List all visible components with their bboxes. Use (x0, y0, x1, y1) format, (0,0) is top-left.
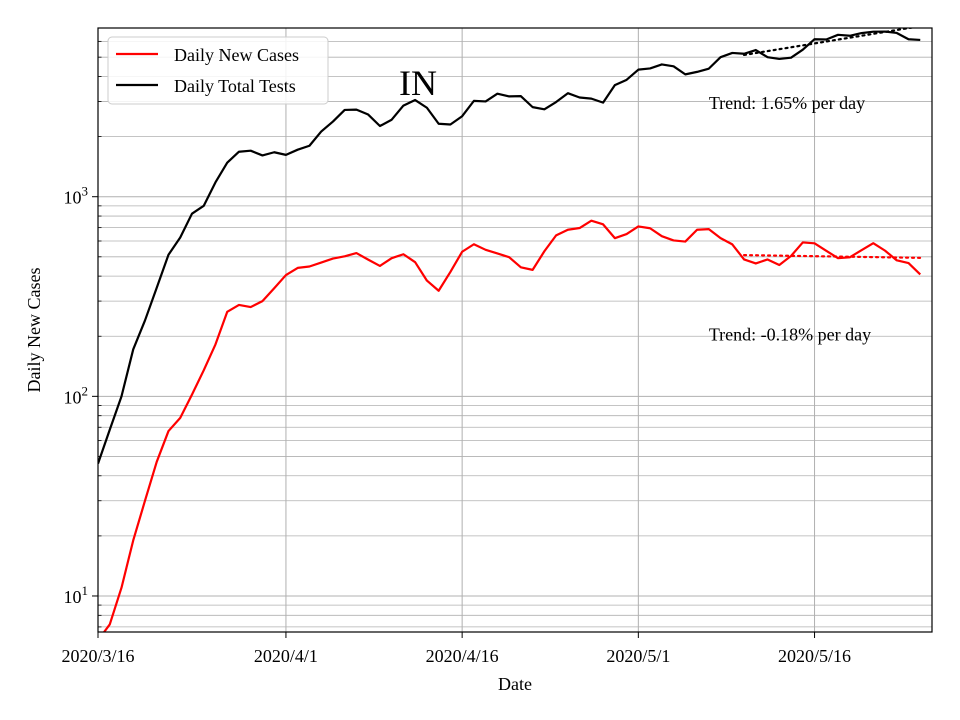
legend-box (107, 36, 329, 105)
trend-line-0 (742, 253, 922, 259)
trend-label-0: Trend: -0.18% per day (709, 325, 871, 345)
y-tick-label: 103 (64, 184, 89, 208)
x-axis-label: Date (498, 674, 532, 694)
trend-line-1 (742, 28, 916, 57)
legend-label-daily-new-cases: Daily New Cases (174, 45, 299, 65)
x-tick-label: 2020/4/1 (254, 646, 318, 666)
y-tick-label: 102 (64, 383, 89, 407)
y-tick-label: 101 (64, 583, 89, 607)
series-line-daily-new-cases (102, 219, 922, 632)
plot-frame (97, 27, 933, 633)
chart-title: IN (399, 63, 437, 103)
x-tick-label: 2020/3/16 (61, 646, 134, 666)
x-tick-label: 2020/5/1 (606, 646, 670, 666)
x-tick-label: 2020/5/16 (778, 646, 851, 666)
legend: Daily New Cases Daily Total Tests (107, 36, 329, 105)
trend-labels: Trend: -0.18% per day Trend: 1.65% per da… (709, 93, 871, 345)
series-line-daily-total-tests (98, 30, 921, 465)
x-tick-label: 2020/4/16 (426, 646, 499, 666)
trend-lines (742, 28, 922, 259)
y-axis-label: Daily New Cases (24, 268, 44, 393)
trend-label-1: Trend: 1.65% per day (709, 93, 865, 113)
minor-gridlines (98, 40, 932, 628)
x-axis-ticks: 2020/3/16 2020/4/1 2020/4/16 2020/5/1 2020/5… (61, 632, 851, 666)
major-gridlines (97, 28, 932, 632)
y-axis-ticks: 101 102 103 (64, 184, 98, 607)
legend-label-daily-total-tests: Daily Total Tests (174, 76, 296, 96)
series-lines (98, 30, 922, 632)
